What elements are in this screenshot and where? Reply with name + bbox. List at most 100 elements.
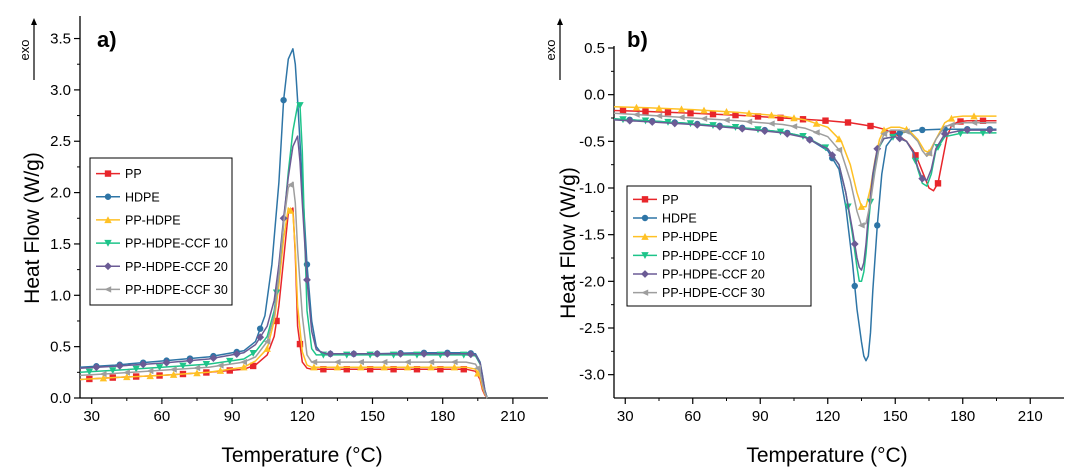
data-point [240, 358, 247, 366]
data-point [925, 150, 933, 157]
data-point [226, 367, 233, 374]
y-tick-label: -0.5 [579, 133, 605, 150]
data-point [146, 372, 154, 380]
data-point [123, 373, 131, 381]
data-point [380, 363, 388, 371]
data-point [985, 126, 994, 135]
data-point [256, 333, 265, 342]
data-point [437, 366, 444, 373]
data-point [956, 130, 965, 138]
y-tick-label: -3.0 [579, 367, 605, 384]
y-tick-label: 3.0 [50, 82, 71, 99]
x-tick-label: 210 [1018, 408, 1043, 425]
data-point [249, 362, 257, 370]
data-point [466, 350, 475, 359]
data-point [722, 108, 731, 115]
y-axis-title: Heat Flow (W/g) [557, 167, 580, 319]
exo-arrow-head [557, 18, 563, 25]
data-point [767, 111, 776, 119]
data-point [474, 365, 481, 372]
data-point [670, 119, 679, 128]
data-point [844, 119, 852, 126]
legend-label: PP-HDPE-CCF 20 [662, 268, 765, 282]
data-point [642, 108, 649, 115]
data-point [450, 358, 458, 366]
legend-marker [104, 239, 112, 247]
data-point [790, 114, 798, 122]
data-point [303, 275, 311, 284]
legend-marker [641, 232, 649, 240]
data-point [957, 118, 964, 125]
y-tick-label: 0.5 [584, 40, 605, 57]
legend-label: PP [125, 167, 142, 181]
data-point [979, 129, 987, 137]
data-point [310, 363, 318, 371]
data-point [664, 109, 672, 116]
data-point [460, 366, 467, 373]
data-point [857, 202, 866, 210]
data-point [427, 363, 435, 371]
panel-label: b) [627, 27, 648, 52]
data-point [835, 135, 843, 143]
data-point [732, 111, 739, 119]
data-point [947, 121, 955, 129]
x-tick-label: 180 [950, 408, 975, 425]
data-point [625, 116, 634, 125]
y-axis-title: Heat Flow (W/g) [21, 152, 44, 304]
data-point [249, 350, 257, 357]
data-point [693, 121, 702, 129]
data-point [169, 370, 178, 378]
x-axis-title: Temperature (°C) [746, 444, 907, 467]
data-point [805, 135, 814, 144]
y-tick-label: 3.5 [50, 31, 71, 48]
legend-marker [641, 270, 649, 278]
data-point [286, 206, 295, 214]
data-point [343, 366, 350, 373]
data-point [632, 111, 640, 118]
data-point [874, 222, 881, 229]
data-point [186, 356, 194, 365]
data-point [99, 370, 107, 378]
x-tick-label: 120 [290, 408, 315, 425]
data-point [193, 369, 201, 377]
data-point [333, 358, 341, 366]
data-point [851, 282, 858, 290]
data-point [390, 366, 397, 373]
data-point [767, 120, 775, 127]
data-point [918, 174, 927, 183]
data-point [320, 366, 327, 373]
data-point [880, 130, 888, 138]
x-tick-label: 180 [430, 408, 455, 425]
legend-label: PP-HDPE [662, 230, 718, 244]
data-point [357, 363, 365, 371]
legend-marker [641, 214, 649, 222]
x-tick-label: 60 [684, 408, 701, 425]
y-tick-label: 2.0 [50, 185, 71, 202]
data-point [632, 103, 641, 111]
data-point [896, 129, 903, 137]
data-point [179, 362, 187, 370]
data-point [420, 349, 428, 358]
y-tick-label: -1.5 [579, 227, 605, 244]
data-point [812, 119, 821, 127]
data-point [427, 358, 435, 366]
data-point [677, 114, 685, 121]
data-point [822, 117, 829, 124]
data-point [139, 360, 148, 369]
data-point [403, 363, 412, 371]
data-point [226, 357, 234, 365]
y-tick-label: 2.5 [50, 133, 71, 150]
data-point [934, 143, 942, 151]
data-point [349, 349, 358, 358]
data-point [216, 366, 225, 374]
x-tick-label: 90 [752, 408, 769, 425]
data-point [115, 361, 124, 370]
data-point [783, 129, 792, 138]
legend-marker [104, 286, 112, 293]
data-point [380, 358, 388, 366]
data-point [357, 358, 364, 366]
data-point [655, 104, 663, 112]
data-point [850, 240, 859, 248]
x-tick-label: 150 [883, 408, 908, 425]
legend-marker [104, 193, 112, 200]
